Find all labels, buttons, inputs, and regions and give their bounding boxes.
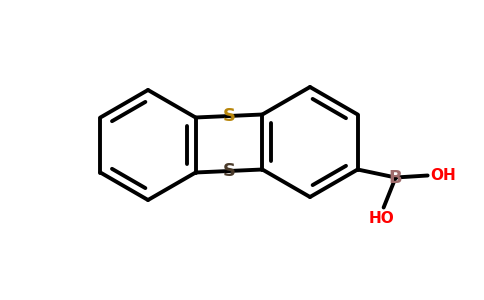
- Text: B: B: [389, 169, 402, 187]
- Text: OH: OH: [431, 168, 456, 183]
- Text: S: S: [223, 107, 236, 125]
- Text: HO: HO: [369, 211, 394, 226]
- Text: S: S: [223, 162, 236, 180]
